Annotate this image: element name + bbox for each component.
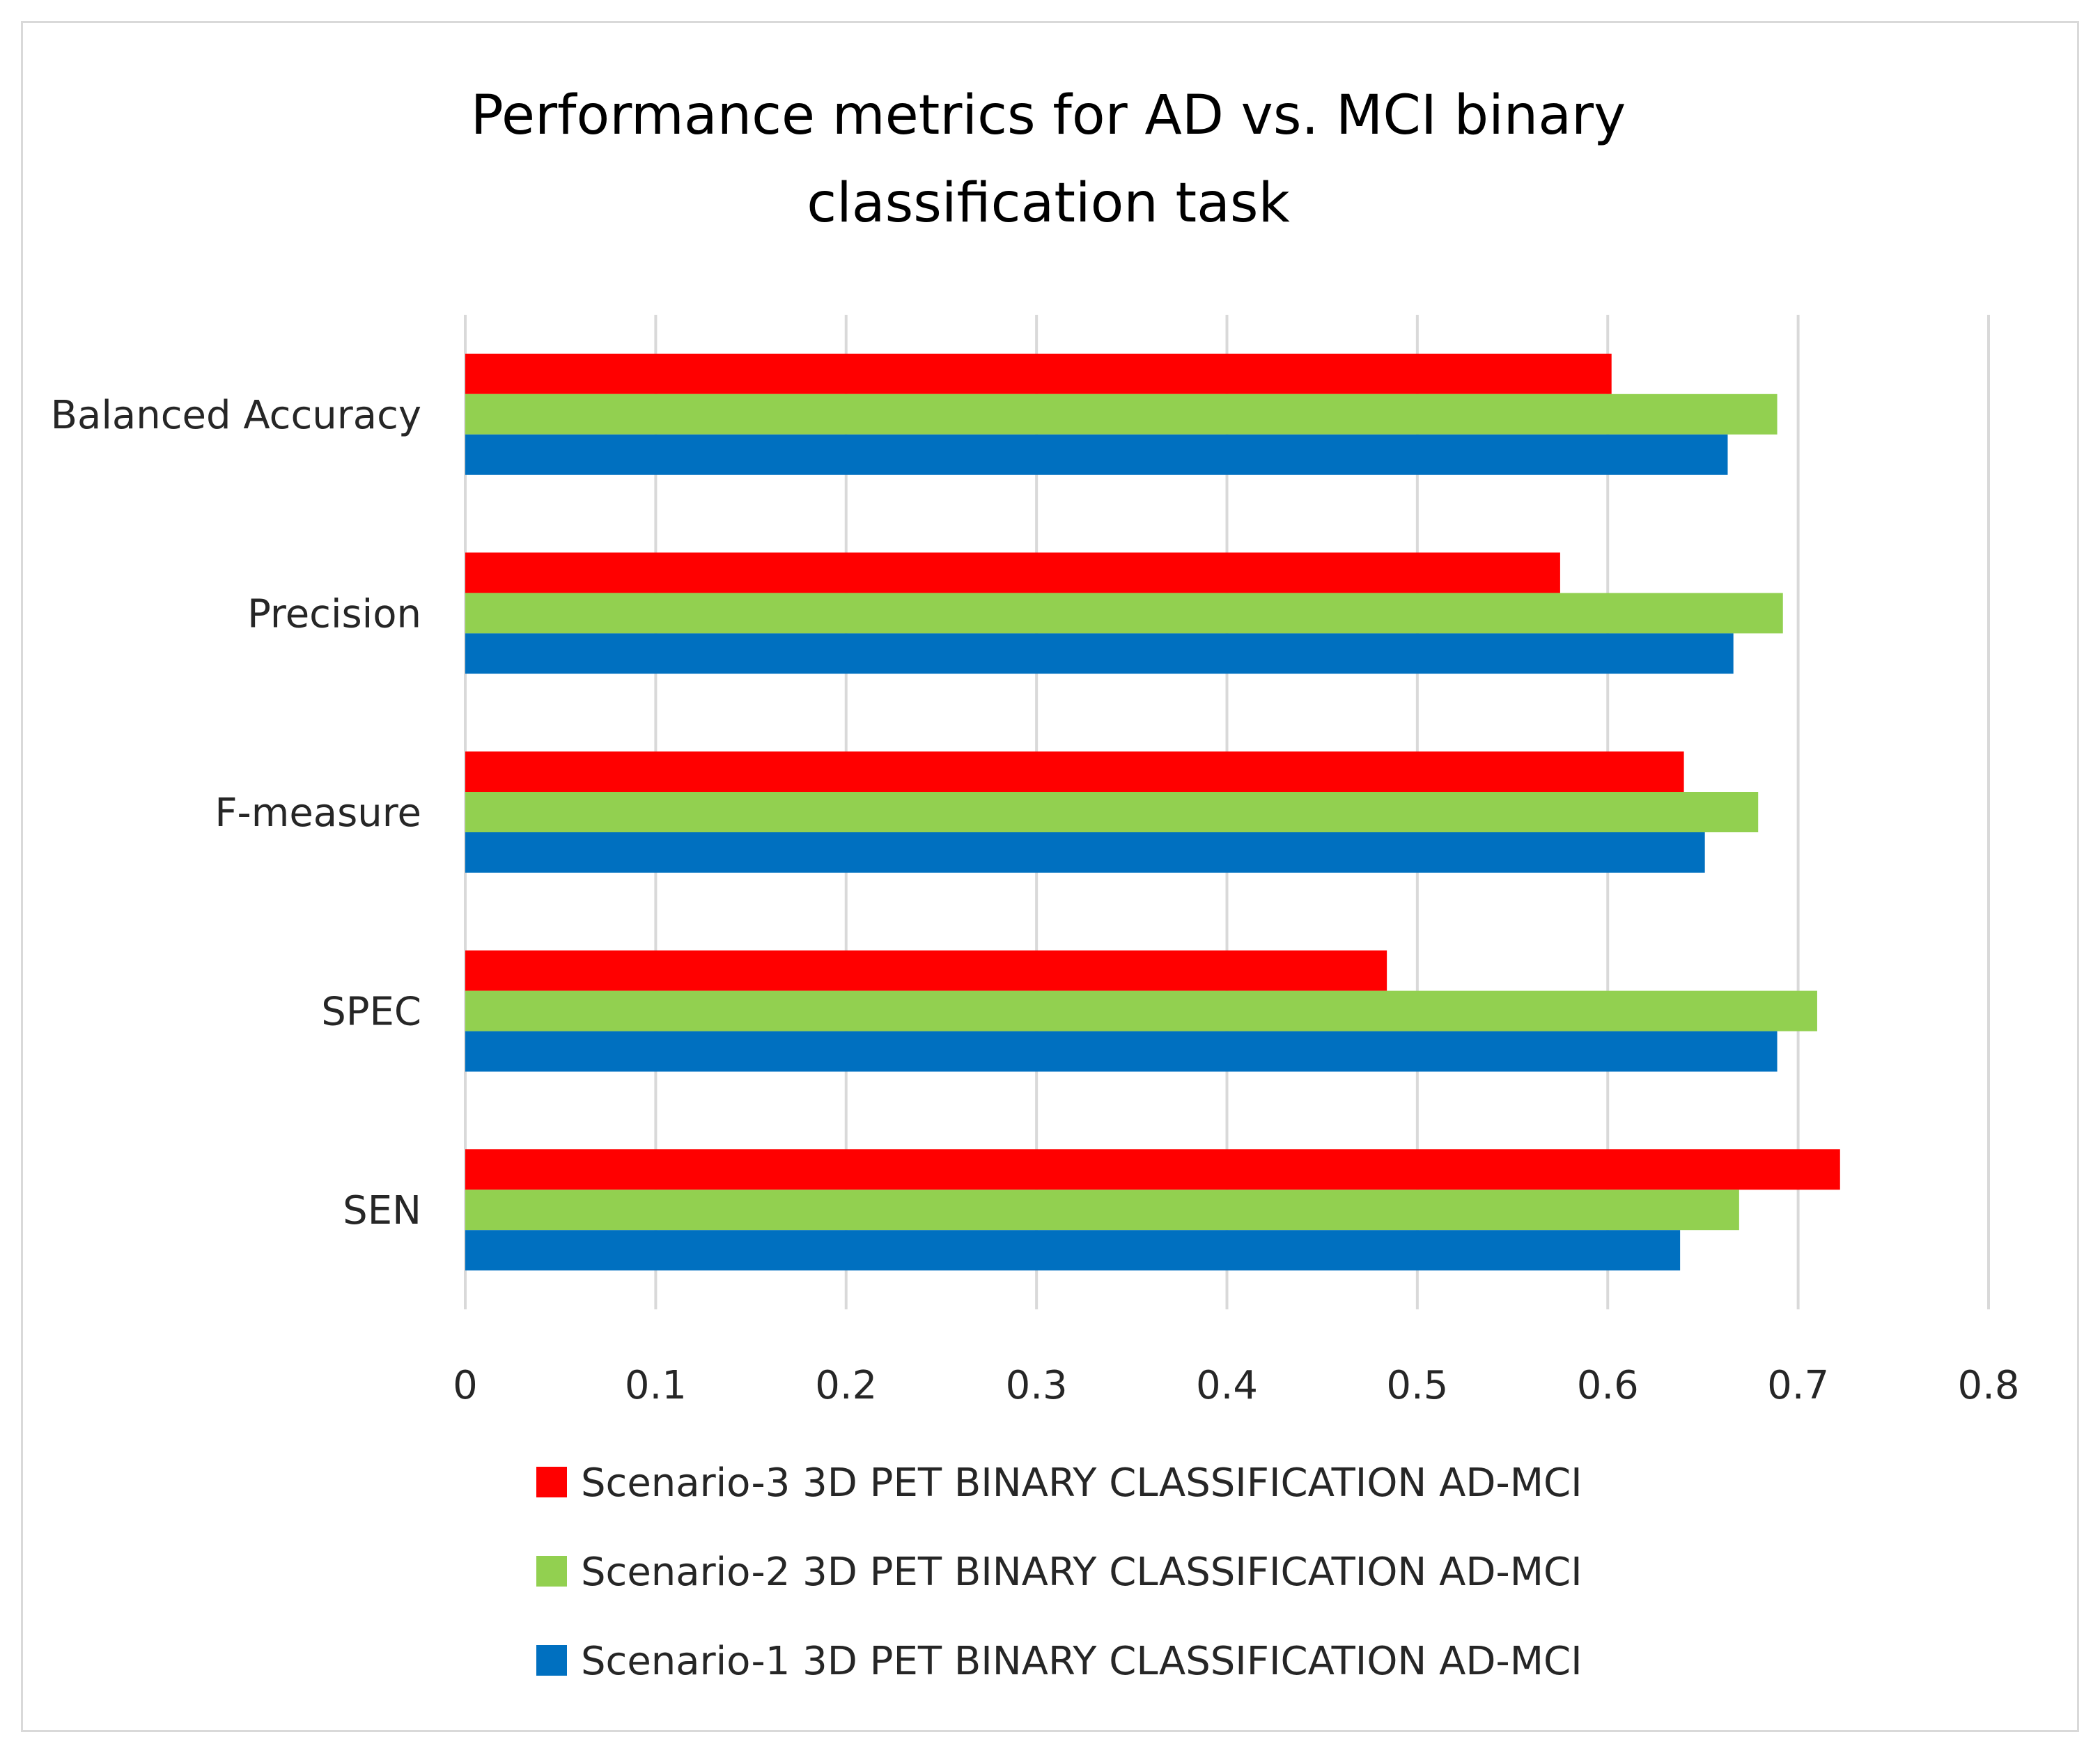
bar-sen-series-1	[465, 1149, 1840, 1190]
bars	[465, 353, 1840, 1271]
legend-label-1: Scenario-3 3D PET BINARY CLASSIFICATION …	[581, 1460, 1582, 1506]
legend-label-2: Scenario-2 3D PET BINARY CLASSIFICATION …	[581, 1550, 1582, 1595]
category-label-precision: Precision	[247, 591, 421, 637]
x-tick-label-0-1: 0.1	[625, 1363, 687, 1408]
legend-swatch-2	[536, 1556, 567, 1587]
bar-precision-series-1	[465, 552, 1560, 593]
bar-balanced-accuracy-series-1	[465, 353, 1612, 394]
x-tick-label-0-5: 0.5	[1386, 1363, 1448, 1408]
x-tick-label-0-6: 0.6	[1577, 1363, 1639, 1408]
category-label-spec: SPEC	[321, 990, 421, 1035]
category-label-sen: SEN	[343, 1188, 421, 1233]
x-tick-label-0: 0	[453, 1363, 478, 1408]
legend-swatch-3	[536, 1645, 567, 1676]
legend-label-3: Scenario-1 3D PET BINARY CLASSIFICATION …	[581, 1639, 1582, 1684]
x-tick-label-0-8: 0.8	[1957, 1363, 2019, 1408]
legend-swatch-1	[536, 1467, 567, 1497]
bar-balanced-accuracy-series-3	[465, 434, 1728, 475]
legend-item-1: Scenario-3 3D PET BINARY CLASSIFICATION …	[536, 1460, 1582, 1506]
bar-spec-series-1	[465, 950, 1387, 991]
legend: Scenario-3 3D PET BINARY CLASSIFICATION …	[536, 1460, 1582, 1684]
bar-sen-series-2	[465, 1190, 1739, 1231]
category-label-f-measure: F-measure	[215, 790, 421, 836]
chart-title: Performance metrics for AD vs. MCI binar…	[471, 84, 1626, 235]
x-tick-label-0-2: 0.2	[815, 1363, 877, 1408]
category-label-balanced-accuracy: Balanced Accuracy	[51, 393, 421, 438]
bar-f-measure-series-2	[465, 792, 1759, 832]
bar-f-measure-series-3	[465, 832, 1705, 873]
x-axis-tick-labels: 0 0.1 0.2 0.3 0.4 0.5 0.6 0.7 0.8	[453, 1363, 2019, 1408]
chart-title-line-2: classification task	[807, 172, 1290, 235]
bar-precision-series-2	[465, 593, 1783, 634]
legend-item-3: Scenario-1 3D PET BINARY CLASSIFICATION …	[536, 1639, 1582, 1684]
chart-title-line-1: Performance metrics for AD vs. MCI binar…	[471, 84, 1626, 147]
category-labels: Balanced Accuracy Precision F-measure SPEC S…	[51, 393, 421, 1233]
x-tick-label-0-7: 0.7	[1767, 1363, 1829, 1408]
bar-balanced-accuracy-series-2	[465, 394, 1778, 435]
bar-spec-series-3	[465, 1031, 1778, 1072]
x-tick-label-0-4: 0.4	[1196, 1363, 1258, 1408]
legend-item-2: Scenario-2 3D PET BINARY CLASSIFICATION …	[536, 1550, 1582, 1595]
x-tick-label-0-3: 0.3	[1006, 1363, 1068, 1408]
bar-precision-series-3	[465, 633, 1734, 674]
chart-frame	[21, 21, 2079, 1732]
bar-spec-series-2	[465, 990, 1817, 1031]
bar-f-measure-series-1	[465, 751, 1684, 792]
bar-sen-series-3	[465, 1230, 1681, 1271]
